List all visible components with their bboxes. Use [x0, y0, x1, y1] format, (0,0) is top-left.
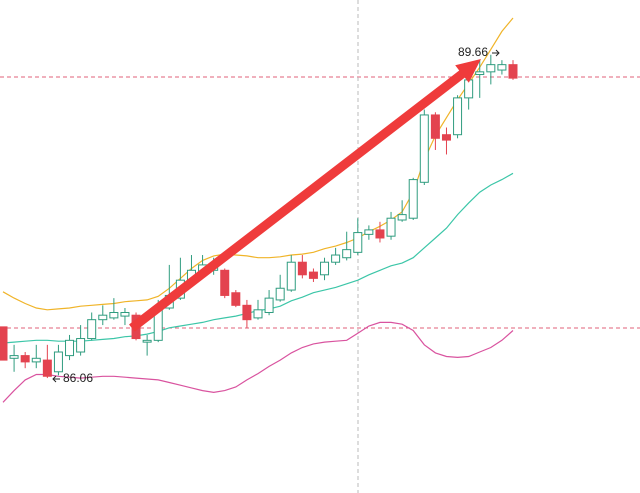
candle-body: [342, 249, 352, 259]
candle-body: [497, 64, 507, 71]
candle-body: [286, 261, 296, 291]
band-line: [2, 17, 514, 311]
trend-arrow: [129, 59, 481, 332]
candle-body: [408, 179, 418, 219]
candle-body: [508, 64, 518, 79]
candle-body: [42, 359, 52, 377]
candle-body: [297, 261, 307, 276]
candle-body: [20, 355, 30, 363]
candle-body: [220, 269, 230, 296]
candle-body: [264, 297, 274, 314]
candle-body: [475, 71, 485, 76]
candle-body: [419, 114, 429, 183]
candle-body: [375, 229, 385, 239]
low-label: 86.06: [63, 371, 93, 385]
candle-body: [98, 314, 108, 321]
candle-body: [441, 134, 451, 141]
band-line: [2, 321, 514, 403]
candle-body: [486, 64, 496, 73]
label-arrow: [52, 375, 60, 383]
candle-body: [9, 355, 19, 359]
candle-body: [231, 292, 241, 306]
candle-body: [275, 287, 285, 301]
candle-body: [364, 229, 374, 235]
candle-body: [353, 232, 363, 253]
candle-body: [0, 326, 8, 361]
candle-body: [386, 217, 396, 237]
candle-body: [397, 214, 407, 221]
candle-body: [308, 271, 318, 279]
candle-body: [109, 312, 119, 319]
candle-body: [142, 339, 152, 343]
candle-body: [331, 254, 341, 263]
candle-body: [430, 114, 440, 139]
candle-body: [65, 339, 75, 357]
high-label: 89.66: [458, 45, 488, 59]
candle-body: [242, 304, 252, 321]
candle-body: [76, 338, 86, 353]
candle-body: [53, 351, 63, 373]
candle-body: [253, 309, 263, 319]
candle-body: [453, 97, 463, 136]
candle-body: [31, 357, 41, 363]
candle-body: [120, 312, 130, 317]
candle-body: [464, 79, 474, 99]
candle-body: [320, 261, 330, 276]
label-arrow: [492, 49, 500, 57]
plot-area: [0, 17, 518, 403]
candle-body: [87, 319, 97, 340]
